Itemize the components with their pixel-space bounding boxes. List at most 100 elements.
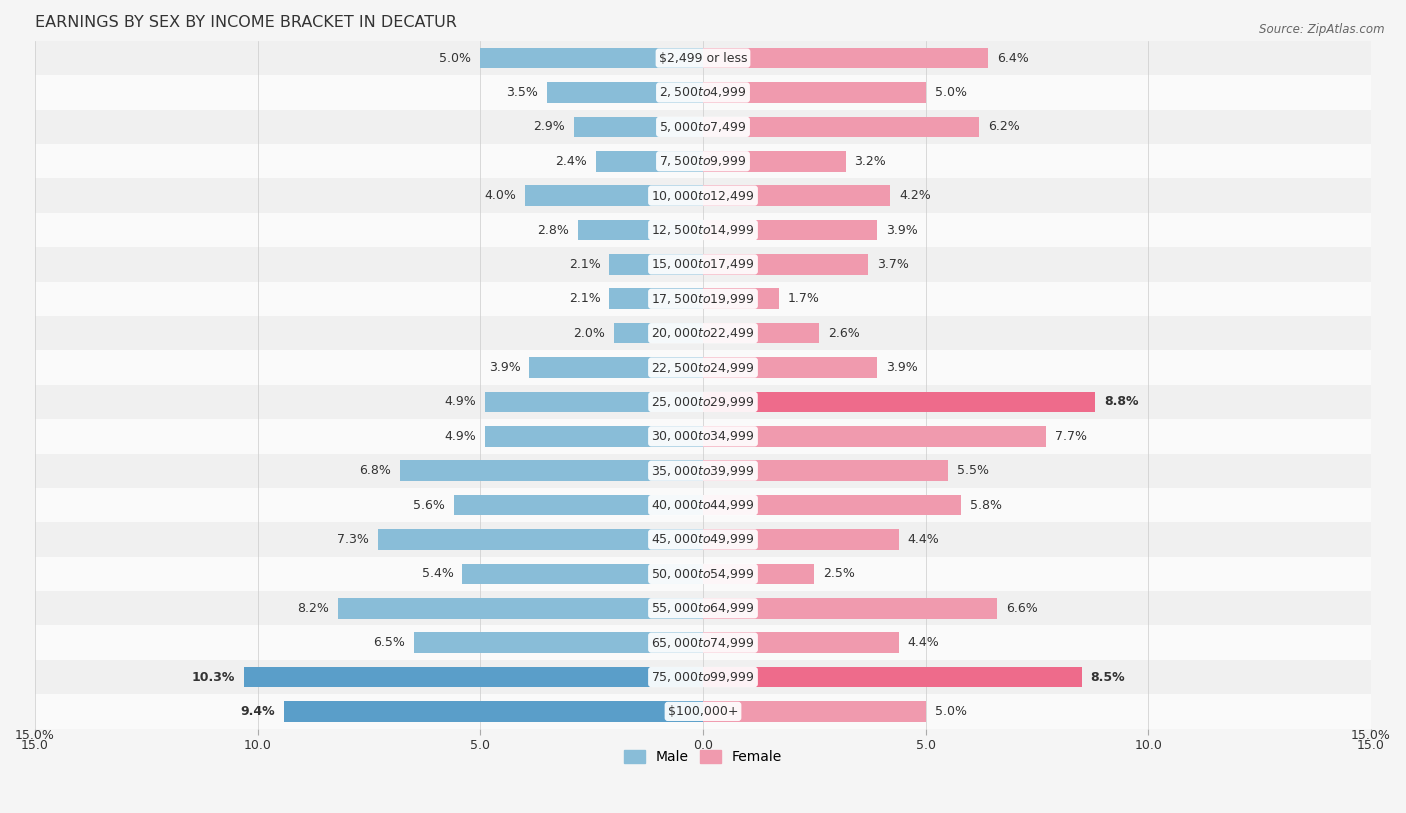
Text: 6.6%: 6.6% <box>1005 602 1038 615</box>
Bar <box>703 289 779 309</box>
Text: $75,000 to $99,999: $75,000 to $99,999 <box>651 670 755 684</box>
Bar <box>703 460 948 481</box>
Text: 15.0%: 15.0% <box>15 729 55 742</box>
Text: 2.1%: 2.1% <box>569 258 600 271</box>
Text: 9.4%: 9.4% <box>240 705 276 718</box>
Text: $50,000 to $54,999: $50,000 to $54,999 <box>651 567 755 580</box>
Bar <box>703 220 877 241</box>
Bar <box>413 633 703 653</box>
Text: 8.2%: 8.2% <box>297 602 329 615</box>
Bar <box>703 633 898 653</box>
Text: 7.7%: 7.7% <box>1054 430 1087 443</box>
Bar <box>378 529 703 550</box>
Bar <box>524 185 703 206</box>
Bar <box>337 598 703 619</box>
Text: 7.3%: 7.3% <box>337 533 368 546</box>
Text: 5.8%: 5.8% <box>970 498 1002 511</box>
Bar <box>485 426 703 446</box>
Bar <box>35 178 1371 213</box>
Text: 3.9%: 3.9% <box>886 361 917 374</box>
Bar <box>35 694 1371 728</box>
Text: 2.1%: 2.1% <box>569 293 600 306</box>
Bar <box>547 82 703 102</box>
Text: $25,000 to $29,999: $25,000 to $29,999 <box>651 395 755 409</box>
Bar <box>35 488 1371 522</box>
Text: $45,000 to $49,999: $45,000 to $49,999 <box>651 533 755 546</box>
Text: 3.2%: 3.2% <box>855 154 886 167</box>
Text: 3.7%: 3.7% <box>877 258 908 271</box>
Text: 5.6%: 5.6% <box>413 498 444 511</box>
Text: 5.0%: 5.0% <box>935 86 966 99</box>
Bar <box>35 557 1371 591</box>
Text: 15.0%: 15.0% <box>1351 729 1391 742</box>
Bar <box>703 323 818 343</box>
Bar <box>529 357 703 378</box>
Text: 6.5%: 6.5% <box>373 636 405 649</box>
Bar <box>703 529 898 550</box>
Bar <box>35 247 1371 281</box>
Bar <box>703 254 868 275</box>
Text: $12,500 to $14,999: $12,500 to $14,999 <box>651 223 755 237</box>
Bar <box>35 454 1371 488</box>
Bar <box>703 392 1095 412</box>
Text: EARNINGS BY SEX BY INCOME BRACKET IN DECATUR: EARNINGS BY SEX BY INCOME BRACKET IN DEC… <box>35 15 457 30</box>
Text: $5,000 to $7,499: $5,000 to $7,499 <box>659 120 747 134</box>
Bar <box>35 522 1371 557</box>
Text: $10,000 to $12,499: $10,000 to $12,499 <box>651 189 755 202</box>
Text: 2.4%: 2.4% <box>555 154 588 167</box>
Text: 8.5%: 8.5% <box>1091 671 1125 684</box>
Text: 2.9%: 2.9% <box>533 120 565 133</box>
Bar <box>35 213 1371 247</box>
Text: 2.8%: 2.8% <box>537 224 569 237</box>
Bar <box>485 392 703 412</box>
Bar <box>35 76 1371 110</box>
Text: $22,500 to $24,999: $22,500 to $24,999 <box>651 360 755 375</box>
Bar <box>703 357 877 378</box>
Text: 5.5%: 5.5% <box>957 464 988 477</box>
Text: 4.4%: 4.4% <box>908 533 939 546</box>
Text: $65,000 to $74,999: $65,000 to $74,999 <box>651 636 755 650</box>
Bar <box>454 495 703 515</box>
Bar <box>463 563 703 585</box>
Bar <box>703 667 1081 687</box>
Text: $2,499 or less: $2,499 or less <box>659 51 747 64</box>
Bar <box>35 625 1371 660</box>
Text: 4.2%: 4.2% <box>898 189 931 202</box>
Text: $55,000 to $64,999: $55,000 to $64,999 <box>651 602 755 615</box>
Text: $15,000 to $17,499: $15,000 to $17,499 <box>651 258 755 272</box>
Text: $40,000 to $44,999: $40,000 to $44,999 <box>651 498 755 512</box>
Text: 4.9%: 4.9% <box>444 430 475 443</box>
Bar <box>35 281 1371 316</box>
Bar <box>284 701 703 722</box>
Text: 10.3%: 10.3% <box>193 671 235 684</box>
Text: 4.0%: 4.0% <box>484 189 516 202</box>
Bar <box>703 701 925 722</box>
Text: 8.8%: 8.8% <box>1104 395 1139 408</box>
Bar <box>596 151 703 172</box>
Text: 5.4%: 5.4% <box>422 567 454 580</box>
Bar <box>703 426 1046 446</box>
Bar <box>35 41 1371 76</box>
Text: 4.4%: 4.4% <box>908 636 939 649</box>
Bar <box>35 660 1371 694</box>
Bar <box>35 350 1371 385</box>
Bar <box>35 316 1371 350</box>
Bar <box>609 289 703 309</box>
Bar <box>35 144 1371 178</box>
Text: 3.9%: 3.9% <box>886 224 917 237</box>
Bar <box>35 591 1371 625</box>
Bar <box>703 495 962 515</box>
Bar <box>703 563 814 585</box>
Text: $20,000 to $22,499: $20,000 to $22,499 <box>651 326 755 340</box>
Bar <box>703 48 988 68</box>
Bar <box>574 116 703 137</box>
Text: 4.9%: 4.9% <box>444 395 475 408</box>
Bar <box>481 48 703 68</box>
Legend: Male, Female: Male, Female <box>619 745 787 770</box>
Text: 3.9%: 3.9% <box>489 361 520 374</box>
Text: $30,000 to $34,999: $30,000 to $34,999 <box>651 429 755 443</box>
Bar <box>703 151 845 172</box>
Text: 6.8%: 6.8% <box>360 464 391 477</box>
Text: Source: ZipAtlas.com: Source: ZipAtlas.com <box>1260 23 1385 36</box>
Bar <box>35 385 1371 420</box>
